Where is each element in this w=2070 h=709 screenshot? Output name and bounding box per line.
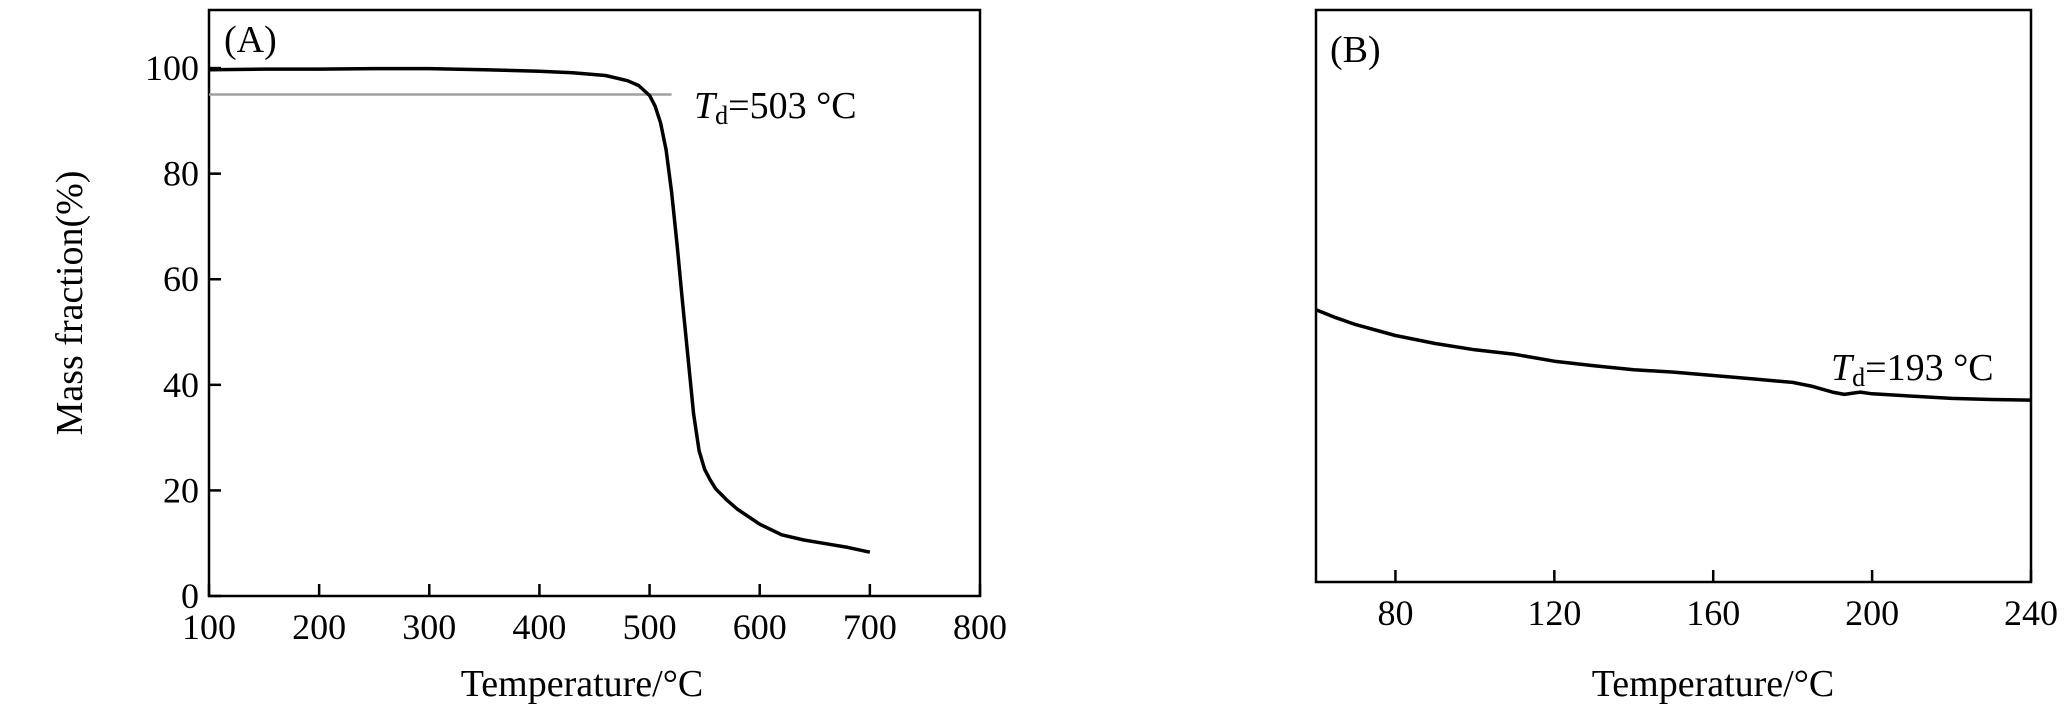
- panel-b-x-axis-title: Temperature/°C: [1592, 663, 1835, 705]
- a-x-tick-label: 100: [182, 607, 236, 647]
- panel-b-annotation-subscript: d: [1852, 363, 1865, 392]
- panel-a-y-tick-labels: 0 20 40 60 80 100: [145, 48, 199, 616]
- b-x-tick-label: 200: [1845, 593, 1899, 633]
- b-x-tick-label: 80: [1377, 593, 1413, 633]
- panel-b-annotation-symbol: T: [1831, 347, 1855, 389]
- panel-b: 80 120 160 200 240 (B) Td=193 °C Temperature…: [1314, 8, 2058, 705]
- a-y-tick-label: 60: [163, 259, 199, 299]
- b-x-tick-label: 120: [1527, 593, 1581, 633]
- a-x-tick-label: 800: [953, 607, 1007, 647]
- panel-a-label: (A): [224, 19, 277, 61]
- panel-a-ticks: [207, 66, 982, 598]
- a-y-tick-label: 40: [163, 365, 199, 405]
- panel-a-plot-frame: [207, 8, 982, 598]
- panel-a-annotation: Td=503 °C: [694, 85, 857, 130]
- panel-b-ticks: [1394, 570, 2033, 582]
- panel-a-x-tick-labels: 100 200 300 400 500 600 700 800: [182, 607, 1007, 647]
- panel-b-label: (B): [1330, 29, 1381, 71]
- panel-a: 100 200 300 400 500 600 700 800 0 20 40 60 80 100 (A…: [49, 8, 1007, 705]
- panel-b-plot-frame: [1314, 8, 2033, 584]
- panel-b-x-tick-labels: 80 120 160 200 240: [1377, 593, 2058, 633]
- a-x-tick-label: 600: [733, 607, 787, 647]
- panel-a-annotation-value: =503 °C: [728, 85, 856, 127]
- b-x-tick-label: 240: [2004, 593, 2058, 633]
- panel-a-x-axis-title: Temperature/°C: [461, 663, 704, 705]
- b-x-tick-label: 160: [1686, 593, 1740, 633]
- a-y-tick-label: 0: [181, 576, 199, 616]
- panel-b-series-line: [1315, 308, 2032, 402]
- panel-b-annotation: Td=193 °C: [1831, 347, 1994, 392]
- a-y-tick-label: 20: [163, 470, 199, 510]
- a-x-tick-label: 700: [843, 607, 897, 647]
- panel-a-annotation-subscript: d: [715, 101, 728, 130]
- panel-a-series-line: [208, 66, 871, 554]
- a-x-tick-label: 200: [292, 607, 346, 647]
- panel-a-annotation-symbol: T: [694, 85, 718, 127]
- panel-a-y-axis-title: Mass fraction(%): [49, 171, 91, 436]
- panel-b-annotation-value: =193 °C: [1865, 347, 1993, 389]
- a-y-tick-label: 100: [145, 48, 199, 88]
- a-x-tick-label: 500: [623, 607, 677, 647]
- a-x-tick-label: 300: [402, 607, 456, 647]
- a-y-tick-label: 80: [163, 154, 199, 194]
- a-x-tick-label: 400: [512, 607, 566, 647]
